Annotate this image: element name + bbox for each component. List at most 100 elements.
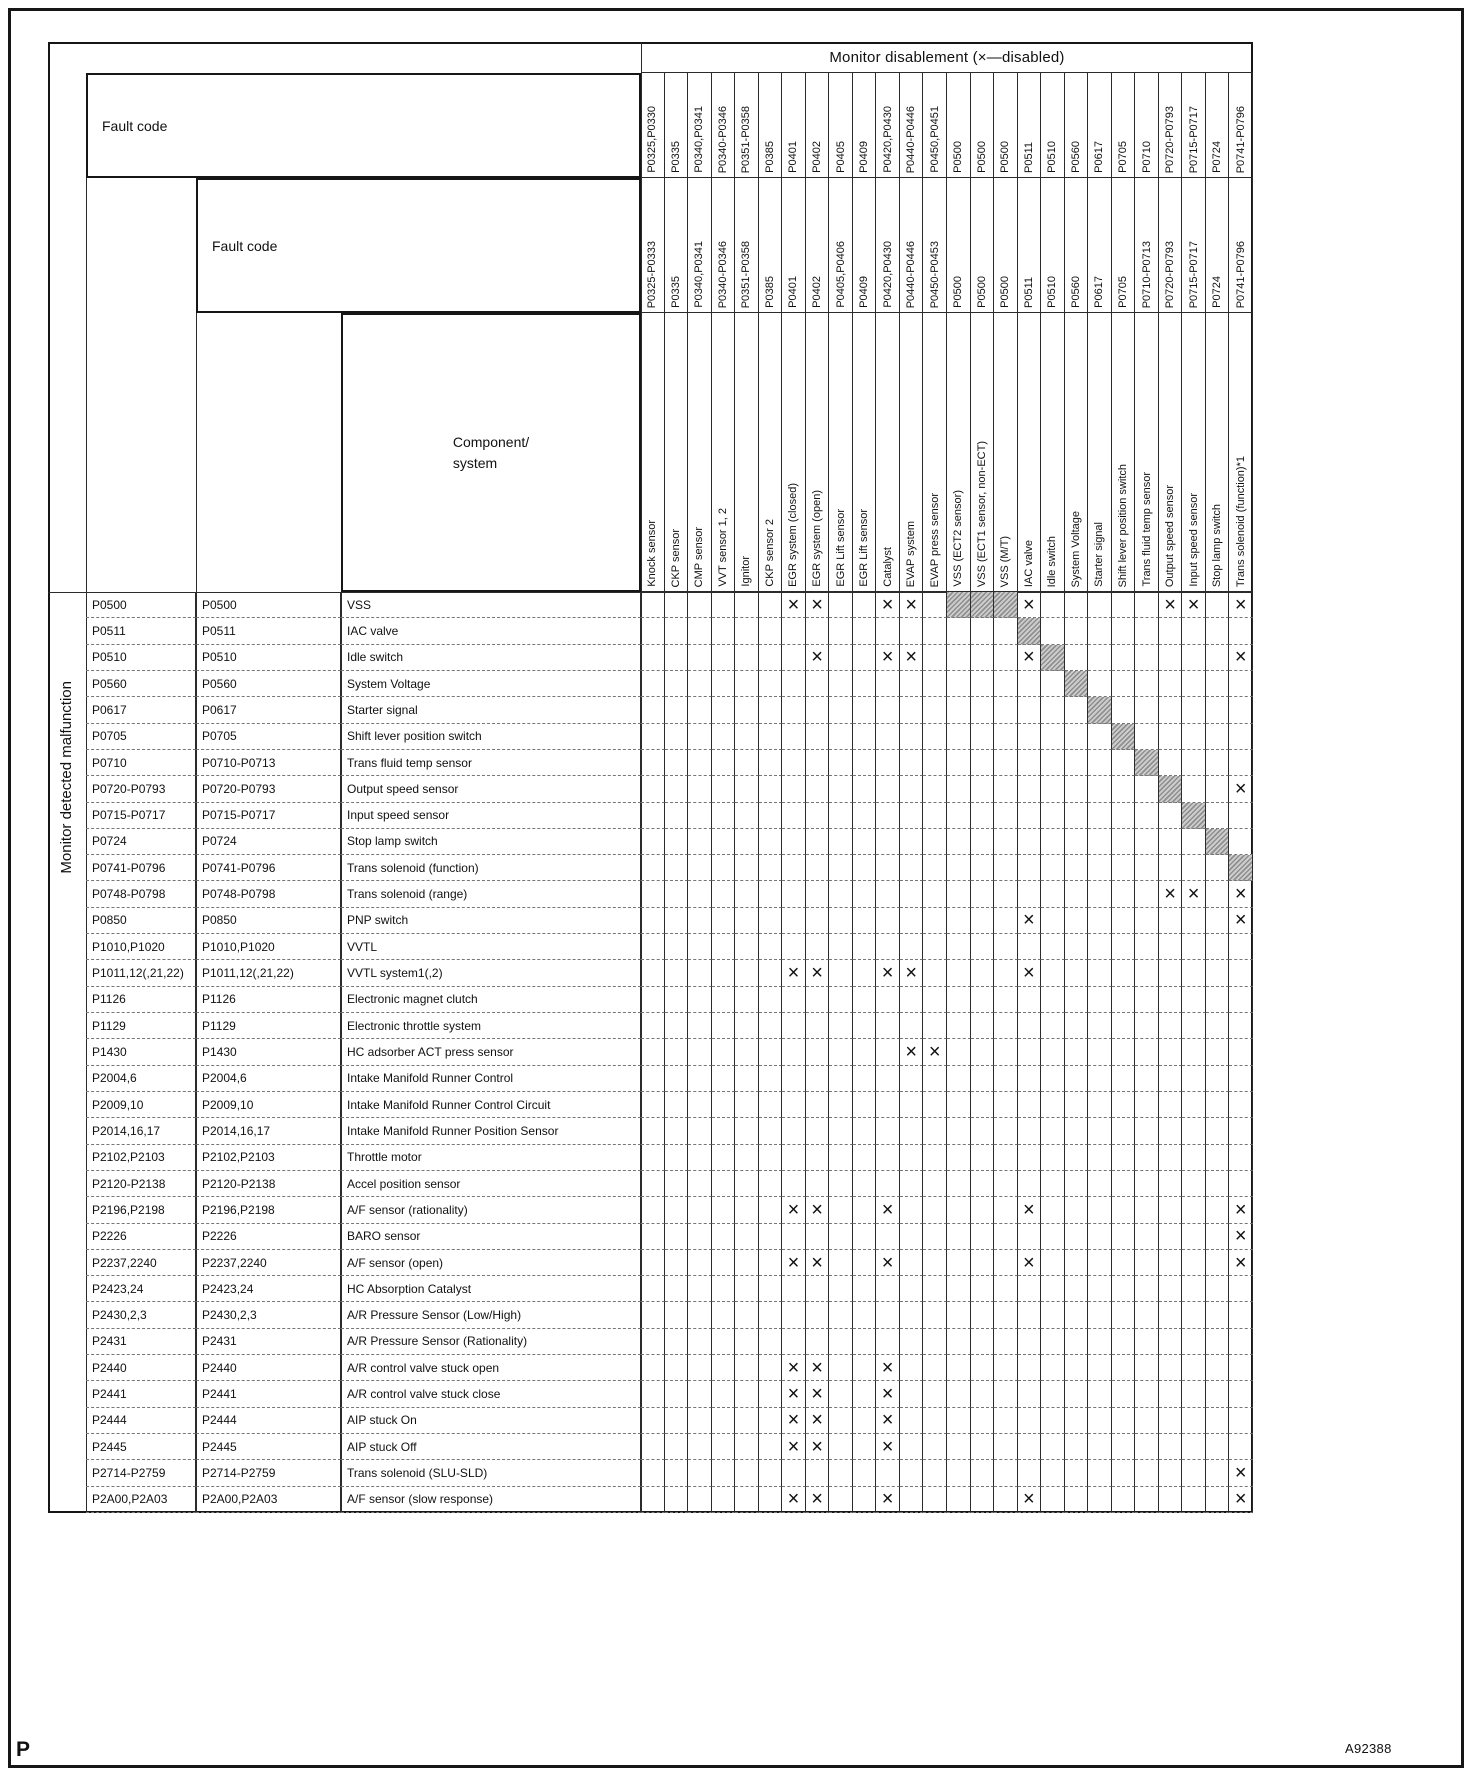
matrix-cell <box>758 960 783 987</box>
matrix-cell <box>1041 592 1065 619</box>
matrix-cell <box>829 1118 853 1145</box>
matrix-cell <box>829 670 853 698</box>
matrix-cell <box>829 1276 853 1303</box>
matrix-cell <box>994 1013 1018 1040</box>
matrix-cell <box>1135 776 1159 803</box>
matrix-cell <box>852 723 877 750</box>
fault-code-col-tier1: P0420,P0430 <box>876 73 900 178</box>
fault-code-col-tier2-label: P0401 <box>787 276 800 308</box>
matrix-cell <box>852 986 877 1014</box>
matrix-cell <box>876 828 900 856</box>
matrix-cell <box>1135 723 1159 750</box>
matrix-cell <box>711 1407 736 1435</box>
matrix-cell <box>1088 723 1112 750</box>
matrix-cell <box>711 1197 736 1224</box>
matrix-cell: × <box>1229 644 1253 671</box>
disabled-x-mark: × <box>1023 646 1035 669</box>
row-fault-code-1: P1010,P1020 <box>86 934 196 961</box>
disabled-x-mark: × <box>881 1435 894 1458</box>
matrix-cell <box>1182 1460 1206 1487</box>
matrix-cell <box>1064 1223 1089 1250</box>
fault-code-col-tier2: P0351-P0358 <box>735 178 759 313</box>
matrix-cell <box>688 723 712 750</box>
matrix-cell <box>758 934 783 961</box>
matrix-cell <box>876 618 900 645</box>
row-component: Idle switch <box>341 644 641 671</box>
matrix-cell <box>1111 1407 1136 1435</box>
fault-code-col-tier1-label: P0405 <box>834 141 847 173</box>
row-fault-code-2: P2423,24 <box>196 1276 341 1303</box>
matrix-cell <box>735 592 759 619</box>
matrix-cell <box>899 1118 924 1145</box>
matrix-cell <box>782 1144 806 1171</box>
matrix-cell <box>1205 1144 1230 1171</box>
matrix-cell <box>1158 1328 1183 1356</box>
matrix-cell <box>688 1460 712 1487</box>
matrix-cell <box>1158 1223 1183 1250</box>
component-system-label: Component/ system <box>452 433 530 471</box>
matrix-cell: × <box>1017 1486 1042 1513</box>
matrix-cell <box>923 697 947 724</box>
matrix-cell <box>1229 802 1253 829</box>
matrix-cell <box>994 618 1018 645</box>
row-component: HC Absorption Catalyst <box>341 1276 641 1303</box>
matrix-cell <box>876 855 900 882</box>
row-fault-code-2: P0715-P0717 <box>196 802 341 829</box>
component-col-header: EGR system (closed) <box>782 313 806 592</box>
row-component: Output speed sensor <box>341 776 641 803</box>
disabled-x-mark: × <box>1164 593 1176 616</box>
matrix-cell <box>1182 1039 1206 1066</box>
matrix-cell <box>664 855 689 882</box>
matrix-cell: × <box>1229 1249 1253 1277</box>
matrix-cell: × <box>782 960 806 987</box>
matrix-cell <box>1135 960 1159 987</box>
matrix-cell <box>994 644 1018 671</box>
row-component: A/R control valve stuck open <box>341 1355 641 1382</box>
matrix-cell: × <box>782 592 806 619</box>
matrix-cell <box>1088 697 1112 724</box>
matrix-cell <box>970 1065 995 1092</box>
matrix-cell <box>876 1013 900 1040</box>
matrix-cell <box>782 1118 806 1145</box>
matrix-cell <box>688 1013 712 1040</box>
matrix-cell: × <box>782 1486 806 1513</box>
matrix-cell <box>1017 1039 1042 1066</box>
matrix-cell <box>899 1144 924 1171</box>
disabled-x-mark: × <box>1023 593 1035 616</box>
matrix-cell <box>829 828 853 856</box>
row-fault-code-2: P2226 <box>196 1223 341 1250</box>
fault-code-col-tier1-label: P0500 <box>975 141 988 173</box>
row-fault-code-1: P0741-P0796 <box>86 855 196 882</box>
matrix-cell <box>664 670 689 698</box>
component-col-header: Output speed sensor <box>1158 313 1183 592</box>
matrix-cell: × <box>899 644 924 671</box>
fault-code-col-tier1: P0511 <box>1017 73 1042 178</box>
matrix-cell <box>1088 1302 1112 1329</box>
matrix-cell <box>1205 1302 1230 1329</box>
matrix-cell <box>805 776 830 803</box>
matrix-cell <box>735 749 759 777</box>
matrix-cell <box>758 1302 783 1329</box>
matrix-cell <box>1135 1460 1159 1487</box>
matrix-cell <box>688 1328 712 1356</box>
matrix-cell <box>1205 1486 1230 1513</box>
fault-code-col-tier1: P0560 <box>1064 73 1089 178</box>
matrix-cell: × <box>1017 1197 1042 1224</box>
matrix-cell <box>1088 1065 1112 1092</box>
matrix-cell <box>1135 1144 1159 1171</box>
matrix-cell <box>947 1223 971 1250</box>
component-col-header: CKP sensor 2 <box>758 313 783 592</box>
matrix-cell <box>829 1170 853 1198</box>
matrix-cell <box>1017 776 1042 803</box>
fault-code-col-tier2-label: P0402 <box>810 276 823 308</box>
matrix-cell <box>994 907 1018 935</box>
matrix-cell <box>994 670 1018 698</box>
matrix-cell <box>782 1328 806 1356</box>
matrix-cell <box>1158 986 1183 1014</box>
disabled-x-mark: × <box>905 1040 918 1063</box>
matrix-cell <box>664 1302 689 1329</box>
matrix-cell <box>1135 749 1159 777</box>
matrix-cell <box>805 1276 830 1303</box>
matrix-cell <box>711 828 736 856</box>
grid-line-matrix-left <box>641 42 642 1513</box>
